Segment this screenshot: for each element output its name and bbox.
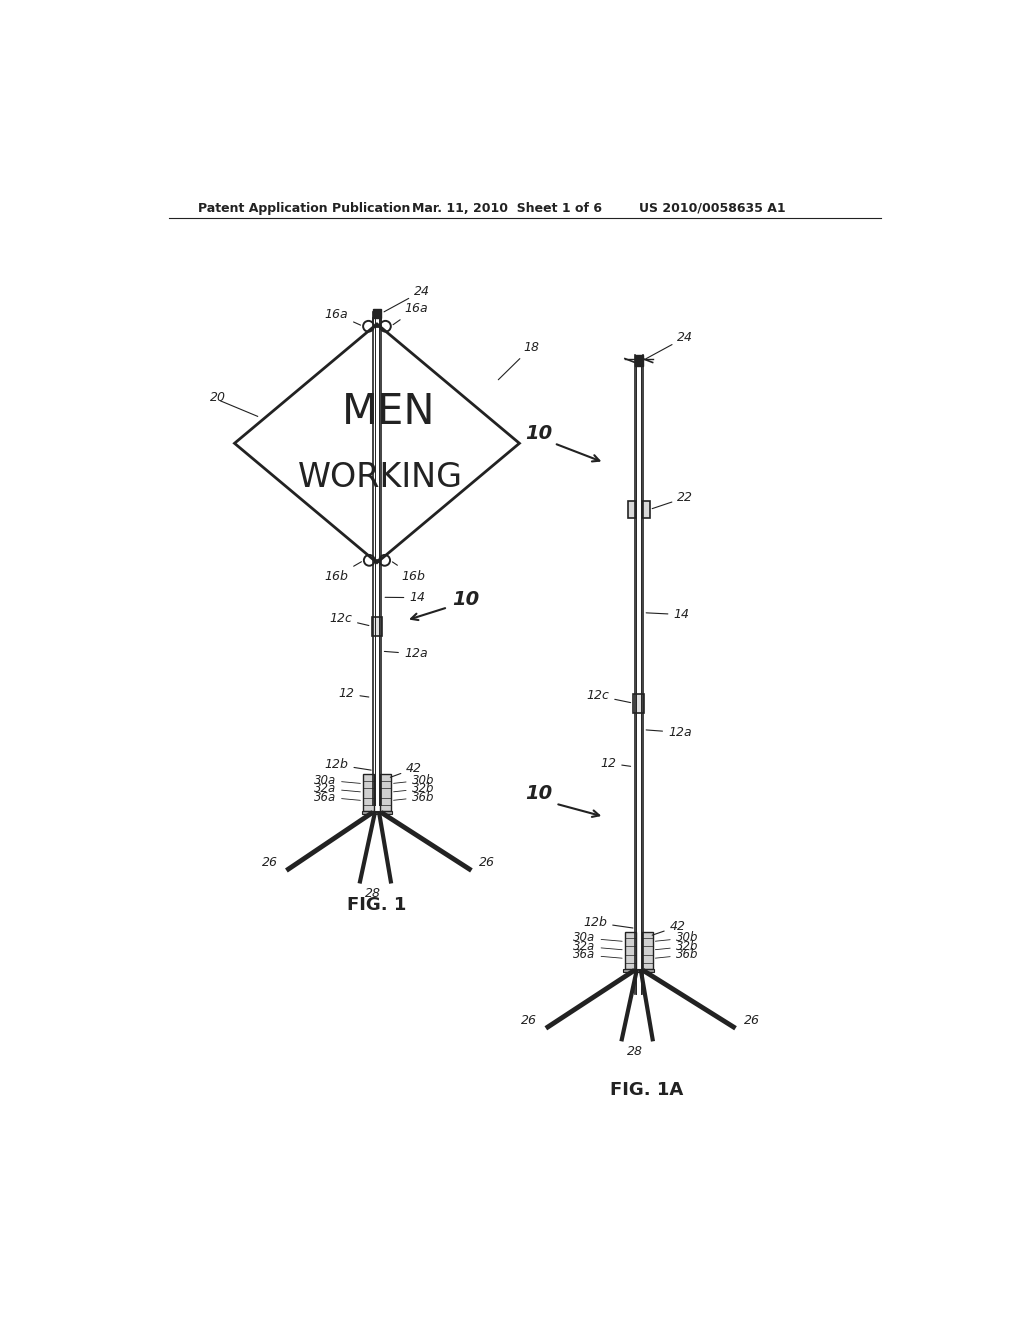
Text: 28: 28 [366, 887, 381, 900]
Text: 10: 10 [524, 784, 552, 803]
Text: 42: 42 [390, 762, 422, 777]
Text: 42: 42 [652, 920, 685, 935]
Bar [373, 309, 381, 318]
Text: 36a: 36a [573, 949, 623, 961]
Bar [372, 616, 382, 636]
Bar [642, 502, 649, 517]
Text: 14: 14 [385, 591, 425, 605]
Text: 24: 24 [384, 285, 430, 312]
Text: 32a: 32a [573, 940, 623, 953]
Text: 32b: 32b [393, 783, 434, 795]
Text: MEN: MEN [342, 392, 435, 433]
Text: 12a: 12a [646, 726, 691, 739]
Text: 28: 28 [627, 1044, 643, 1057]
Text: 12b: 12b [584, 916, 633, 929]
Text: Mar. 11, 2010  Sheet 1 of 6: Mar. 11, 2010 Sheet 1 of 6 [412, 202, 602, 215]
Text: 26: 26 [262, 857, 279, 869]
Text: 36a: 36a [313, 791, 360, 804]
Bar [635, 355, 643, 366]
Text: 16b: 16b [392, 562, 426, 582]
Text: 30a: 30a [313, 774, 360, 787]
Bar [624, 969, 654, 972]
Bar [380, 775, 391, 812]
Bar [634, 693, 644, 713]
Bar [625, 932, 636, 969]
Text: 26: 26 [521, 1014, 538, 1027]
Text: 12b: 12b [325, 758, 371, 771]
Text: 12: 12 [339, 688, 369, 701]
Bar [628, 502, 636, 517]
Text: 24: 24 [646, 331, 693, 359]
Bar [361, 812, 392, 813]
Text: 16a: 16a [325, 308, 360, 325]
Text: 16a: 16a [393, 302, 428, 325]
Text: 22: 22 [652, 491, 693, 508]
Text: 30b: 30b [393, 774, 434, 787]
Bar [642, 932, 652, 969]
Text: 16b: 16b [325, 562, 361, 582]
Text: 12a: 12a [384, 647, 428, 660]
Bar [364, 775, 374, 812]
Text: Patent Application Publication: Patent Application Publication [199, 202, 411, 215]
Text: 12c: 12c [330, 612, 369, 626]
Text: 36b: 36b [393, 791, 434, 804]
Text: 12: 12 [600, 756, 631, 770]
Text: 32a: 32a [313, 783, 360, 795]
Text: 30a: 30a [573, 932, 623, 945]
Text: 12c: 12c [587, 689, 631, 702]
Text: WORKING: WORKING [298, 462, 463, 495]
Text: FIG. 1A: FIG. 1A [610, 1081, 683, 1100]
Text: US 2010/0058635 A1: US 2010/0058635 A1 [639, 202, 785, 215]
Text: 32b: 32b [655, 940, 698, 953]
Text: 26: 26 [478, 857, 495, 869]
Text: 18: 18 [499, 341, 540, 380]
Text: 14: 14 [646, 609, 689, 622]
Text: 10: 10 [524, 425, 552, 444]
Text: 36b: 36b [655, 949, 698, 961]
Text: 20: 20 [210, 391, 226, 404]
Text: FIG. 1: FIG. 1 [347, 896, 407, 915]
Text: 26: 26 [743, 1014, 760, 1027]
Text: 30b: 30b [655, 932, 698, 945]
Text: 10: 10 [453, 590, 479, 609]
